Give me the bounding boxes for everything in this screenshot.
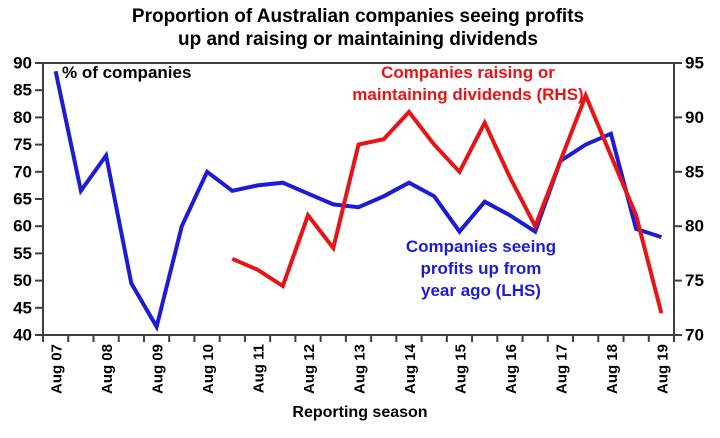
y-axis-left-tick-label: 75	[13, 135, 32, 154]
left-axis-unit-label: % of companies	[62, 63, 192, 82]
y-axis-right-tick-label: 95	[685, 54, 704, 73]
profits-series-label: Companies seeing profits up from year ag…	[331, 236, 631, 302]
y-axis-right-tick-label: 70	[685, 326, 704, 345]
x-axis-tick-label: Aug 15	[452, 344, 469, 394]
y-axis-right-tick-label: 85	[685, 162, 704, 181]
x-axis-tick-label: Aug 08	[99, 344, 116, 394]
x-axis-tick-label: Aug 13	[352, 344, 369, 394]
y-axis-left-tick-label: 90	[13, 54, 32, 73]
y-axis-left-tick-label: 55	[13, 244, 32, 263]
dividends-series-label-line1: Companies raising or	[381, 63, 555, 82]
x-axis-tick-label: Aug 07	[49, 344, 66, 394]
y-axis-left-tick-label: 65	[13, 190, 32, 209]
y-axis-right-tick-label: 75	[685, 271, 704, 290]
y-axis-left-tick-label: 80	[13, 108, 32, 127]
x-axis-tick-label: Aug 09	[150, 344, 167, 394]
y-axis-right-tick-label: 90	[685, 108, 704, 127]
x-axis-tick-label: Aug 10	[200, 344, 217, 394]
x-axis-tick-label: Aug 11	[251, 344, 268, 393]
x-axis-tick-label: Aug 12	[301, 344, 318, 394]
y-axis-left-tick-label: 45	[13, 298, 32, 317]
chart-title: Proportion of Australian companies seein…	[0, 5, 716, 51]
dividends_rhs-line	[231, 90, 664, 314]
x-axis-tick-label: Aug 17	[553, 344, 570, 394]
x-axis-tick-label: Aug 19	[654, 344, 671, 394]
y-axis-left-tick-label: 70	[13, 162, 32, 181]
profits-series-label-line2: profits up from	[420, 259, 542, 278]
x-axis-tick-label: Aug 18	[604, 344, 621, 394]
dividends-series-label-line2: maintaining dividends (RHS)	[352, 85, 584, 104]
y-axis-left-tick-label: 40	[13, 326, 32, 345]
y-axis-left-tick-label: 85	[13, 81, 32, 100]
x-axis-title: Reporting season	[292, 404, 428, 421]
dividends-series-label: Companies raising or maintaining dividen…	[318, 62, 618, 106]
y-axis-right-tick-label: 80	[685, 217, 704, 236]
chart-title-line2: up and raising or maintaining dividends	[178, 29, 538, 50]
x-axis-tick-label: Aug 14	[402, 343, 419, 394]
x-axis-tick-label: Aug 16	[503, 344, 520, 394]
y-axis-left-tick-label: 60	[13, 217, 32, 236]
profits-series-label-line1: Companies seeing	[405, 237, 557, 256]
profits-series-label-line3: year ago (LHS)	[421, 281, 541, 300]
chart-title-line1: Proportion of Australian companies seein…	[131, 6, 585, 27]
y-axis-left-tick-label: 50	[13, 271, 32, 290]
